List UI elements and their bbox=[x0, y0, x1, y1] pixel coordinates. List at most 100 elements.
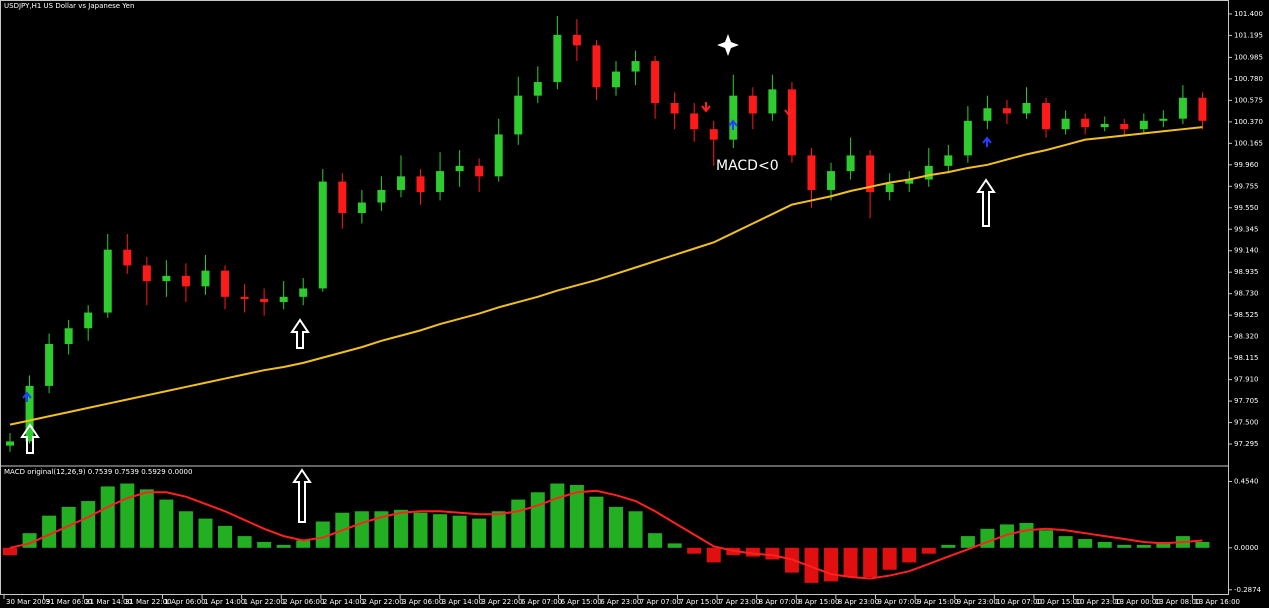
macd-bar bbox=[667, 543, 682, 548]
moving-average bbox=[9, 126, 1203, 426]
macd-bar bbox=[1039, 530, 1054, 548]
y-tick-label: 100.575 bbox=[1234, 96, 1263, 104]
candle-body bbox=[1081, 118, 1090, 128]
candle-body bbox=[729, 95, 738, 140]
candle-body bbox=[103, 249, 112, 313]
star-marker bbox=[717, 34, 739, 56]
x-tick-label: 31 Mar 14:00 bbox=[85, 598, 132, 606]
x-tick-label: 2 Apr 22:00 bbox=[363, 598, 404, 606]
macd-bar bbox=[276, 544, 291, 548]
y-tick-label: 98.320 bbox=[1234, 333, 1259, 341]
candle-body bbox=[690, 113, 699, 130]
buy-arrow bbox=[22, 391, 32, 402]
macd-bar bbox=[218, 525, 233, 548]
candle-body bbox=[45, 343, 54, 386]
x-tick-label: 31 Mar 22:00 bbox=[125, 598, 172, 606]
candle-body bbox=[64, 328, 73, 344]
candle-body bbox=[279, 296, 288, 303]
macd-bar bbox=[61, 506, 76, 548]
y-tick-label: 98.115 bbox=[1234, 354, 1259, 362]
candle-body bbox=[455, 165, 464, 172]
candle-body bbox=[748, 95, 757, 114]
candle-body bbox=[338, 181, 347, 214]
candle-body bbox=[494, 134, 503, 177]
candle-body bbox=[651, 61, 660, 103]
candle-body bbox=[533, 82, 542, 96]
candle-body bbox=[221, 270, 230, 297]
x-tick-label: 8 Apr 15:00 bbox=[798, 598, 839, 606]
candle-body bbox=[944, 155, 953, 166]
up-arrow bbox=[20, 423, 40, 454]
candle-body bbox=[377, 189, 386, 203]
candle-body bbox=[905, 179, 914, 184]
macd-label: MACD original(12,26,9) 0.7539 0.7539 0.5… bbox=[4, 468, 192, 476]
candle-body bbox=[475, 165, 484, 177]
y-tick-label: 100.370 bbox=[1234, 118, 1263, 126]
x-tick-label: 1 Apr 14:00 bbox=[204, 598, 245, 606]
macd-bar bbox=[139, 489, 154, 548]
y-tick-label: 99.345 bbox=[1234, 225, 1259, 233]
macd-bar bbox=[999, 524, 1014, 548]
candle-body bbox=[25, 385, 34, 442]
x-tick-label: 13 Apr 16:00 bbox=[1194, 598, 1240, 606]
candle-body bbox=[514, 95, 523, 135]
candle-body bbox=[436, 171, 445, 193]
y-tick-label: 97.705 bbox=[1234, 397, 1259, 405]
macd-bar bbox=[315, 521, 330, 548]
candle-body bbox=[6, 441, 14, 446]
macd-signal bbox=[9, 489, 1203, 580]
macd-bar bbox=[921, 547, 936, 554]
macd-bar bbox=[491, 511, 506, 548]
macd-bar bbox=[706, 547, 721, 563]
x-tick-label: 13 Apr 00:00 bbox=[1115, 598, 1161, 606]
marks: 101.400 101.195 100.985 100.780 100.575 100.3… bbox=[3, 10, 1263, 606]
up-arrow bbox=[976, 178, 996, 227]
y-tick-label: 0.0000 bbox=[1234, 544, 1259, 552]
candle-body bbox=[240, 296, 249, 299]
candle-body bbox=[963, 120, 972, 156]
sell-arrow bbox=[784, 106, 794, 117]
macd-bar bbox=[863, 547, 878, 578]
x-tick-label: 10 Apr 23:00 bbox=[1076, 598, 1122, 606]
macd-bar bbox=[3, 547, 17, 556]
y-tick-label: 99.755 bbox=[1234, 182, 1259, 190]
sell-arrow bbox=[701, 102, 711, 113]
macd-bar bbox=[648, 533, 663, 548]
candle-body bbox=[1061, 118, 1070, 130]
macd-bar bbox=[843, 547, 858, 578]
y-tick-label: 98.525 bbox=[1234, 311, 1259, 319]
candle-body bbox=[572, 34, 581, 46]
y-tick-label: -0.2874 bbox=[1234, 586, 1262, 594]
candle-body bbox=[1198, 97, 1207, 121]
candle-body bbox=[768, 89, 777, 114]
candle-body bbox=[983, 108, 992, 121]
macd-bar bbox=[257, 541, 272, 548]
y-tick-label: 100.985 bbox=[1234, 53, 1263, 61]
y-tick-label: 97.910 bbox=[1234, 376, 1259, 384]
y-tick-label: 99.960 bbox=[1234, 161, 1259, 169]
y-tick-label: 101.195 bbox=[1234, 31, 1263, 39]
candle-body bbox=[416, 176, 425, 193]
macd-bar bbox=[296, 540, 311, 548]
candle-body bbox=[807, 155, 816, 190]
candle-body bbox=[260, 298, 269, 303]
macd-bar bbox=[1117, 544, 1132, 548]
macd-bar bbox=[433, 514, 448, 548]
macd-bar bbox=[1019, 522, 1034, 548]
x-tick-label: 9 Apr 07:00 bbox=[877, 598, 918, 606]
macd-bar bbox=[100, 486, 115, 548]
macd-bar bbox=[393, 509, 408, 548]
x-tick-label: 3 Apr 14:00 bbox=[442, 598, 483, 606]
macd-bar bbox=[511, 499, 526, 548]
macd-bar bbox=[609, 506, 623, 548]
macd-bar bbox=[1097, 541, 1112, 548]
candle-body bbox=[318, 181, 327, 289]
candle-body bbox=[846, 155, 855, 172]
candle-body bbox=[201, 270, 210, 287]
macd-bar bbox=[687, 547, 702, 554]
x-tick-label: 7 Apr 15:00 bbox=[679, 598, 720, 606]
macd-bar bbox=[765, 547, 780, 560]
y-tick-label: 100.165 bbox=[1234, 139, 1263, 147]
